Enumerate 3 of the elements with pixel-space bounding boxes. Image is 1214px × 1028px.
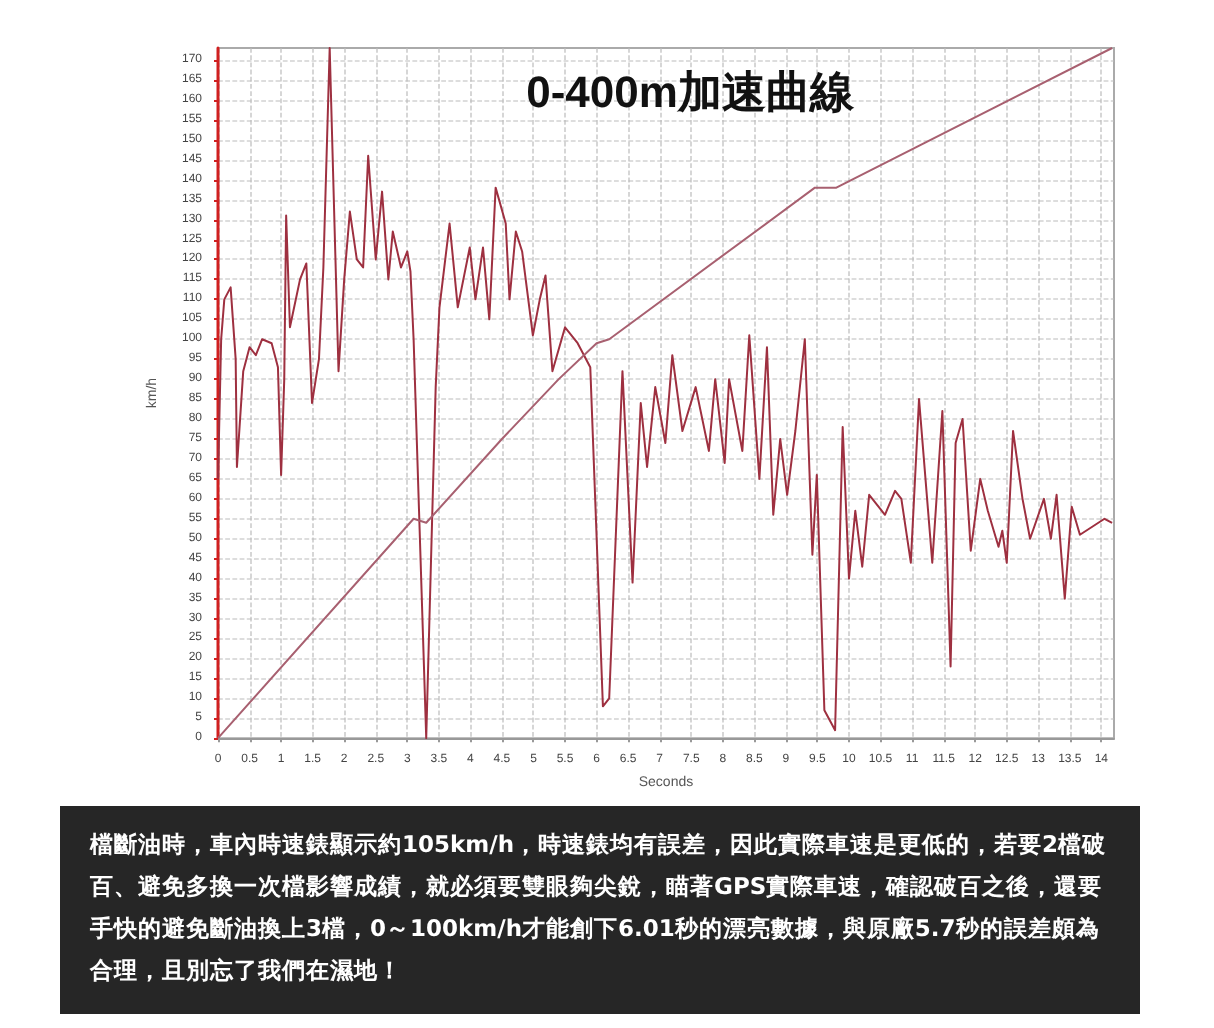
text: 檔斷油時，車內時速錶顯示約105km/h，時速錶均有誤差，因此實際車速是更低的，若要2檔破百、避免多換一次檔影響成績，就必須要雙眼夠尖銳，瞄著GPS實際車速，確認破百之後，還要手快的避免斷油換上3檔，0～100km/h才能創下6.01秒的漂亮數據，與原廠5.7秒的誤差頗為合理，且別忘了我們在濕地！ bbox=[60, 806, 1140, 1014]
chart-title: 0-400m加速曲線 bbox=[526, 67, 856, 117]
line-series bbox=[217, 47, 1114, 740]
